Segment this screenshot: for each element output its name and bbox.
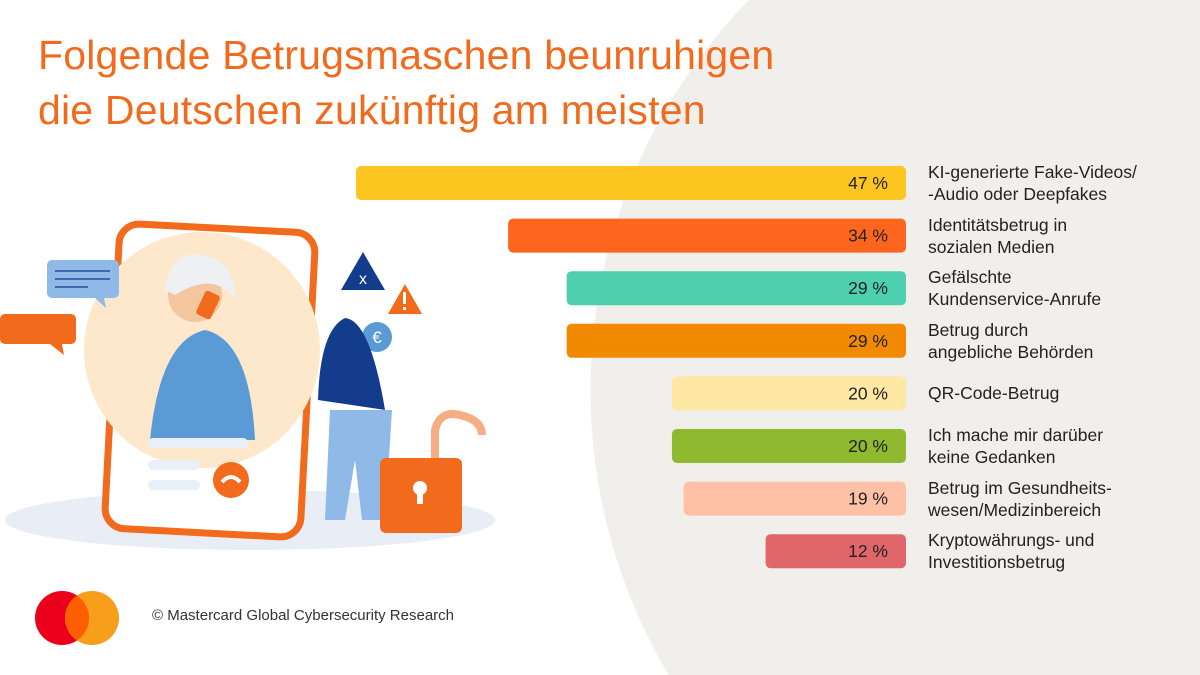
title-line-2: die Deutschen zukünftig am meisten bbox=[38, 87, 706, 133]
category-label: Betrug im Gesundheits- wesen/Medizinbere… bbox=[928, 477, 1112, 520]
copyright-text: © Mastercard Global Cybersecurity Resear… bbox=[152, 607, 454, 624]
bar bbox=[566, 323, 906, 358]
bar bbox=[508, 218, 906, 253]
bar bbox=[671, 429, 906, 463]
category-label: Ich mache mir darüber keine Gedanken bbox=[928, 425, 1104, 467]
bar bbox=[683, 481, 906, 516]
category-label: Kryptowährungs- und Investitionsbetrug bbox=[928, 530, 1095, 573]
bar-value-label: 34 % bbox=[848, 226, 888, 246]
category-label: QR-Code-Betrug bbox=[928, 383, 1060, 404]
bar bbox=[765, 534, 906, 569]
page-title: Folgende Betrugsmaschen beunruhigen die … bbox=[38, 28, 774, 138]
title-line-1: Folgende Betrugsmaschen beunruhigen bbox=[38, 32, 775, 78]
category-label: Gefälschte Kundenservice-Anrufe bbox=[928, 267, 1102, 310]
svg-text:€: € bbox=[372, 328, 382, 347]
woman-figure bbox=[150, 330, 255, 440]
mastercard-logo bbox=[35, 591, 119, 645]
euro-icon bbox=[362, 322, 392, 352]
bar-value-label: 19 % bbox=[848, 489, 888, 509]
bar bbox=[566, 271, 906, 306]
category-label: Identitätsbetrug in sozialen Medien bbox=[928, 214, 1068, 257]
category-label: KI-generierte Fake-Videos/ -Audio oder D… bbox=[928, 162, 1137, 204]
bar bbox=[356, 166, 906, 200]
bar-value-label: 47 % bbox=[848, 173, 888, 193]
bar-value-label: 29 % bbox=[848, 331, 888, 351]
scam-illustration: x € bbox=[0, 220, 495, 550]
bar-value-label: 29 % bbox=[848, 278, 888, 298]
error-warning-icon bbox=[341, 252, 385, 290]
hangup-icon bbox=[213, 462, 249, 498]
bar-value-label: 20 % bbox=[848, 436, 888, 456]
category-label: Betrug durch angebliche Behörden bbox=[928, 319, 1094, 362]
chat-bubble-icon bbox=[0, 314, 76, 344]
bar bbox=[671, 376, 906, 411]
scammer-figure bbox=[318, 318, 385, 410]
bar-value-label: 20 % bbox=[848, 383, 888, 403]
svg-text:x: x bbox=[359, 271, 367, 288]
bar-value-label: 12 % bbox=[848, 541, 888, 561]
